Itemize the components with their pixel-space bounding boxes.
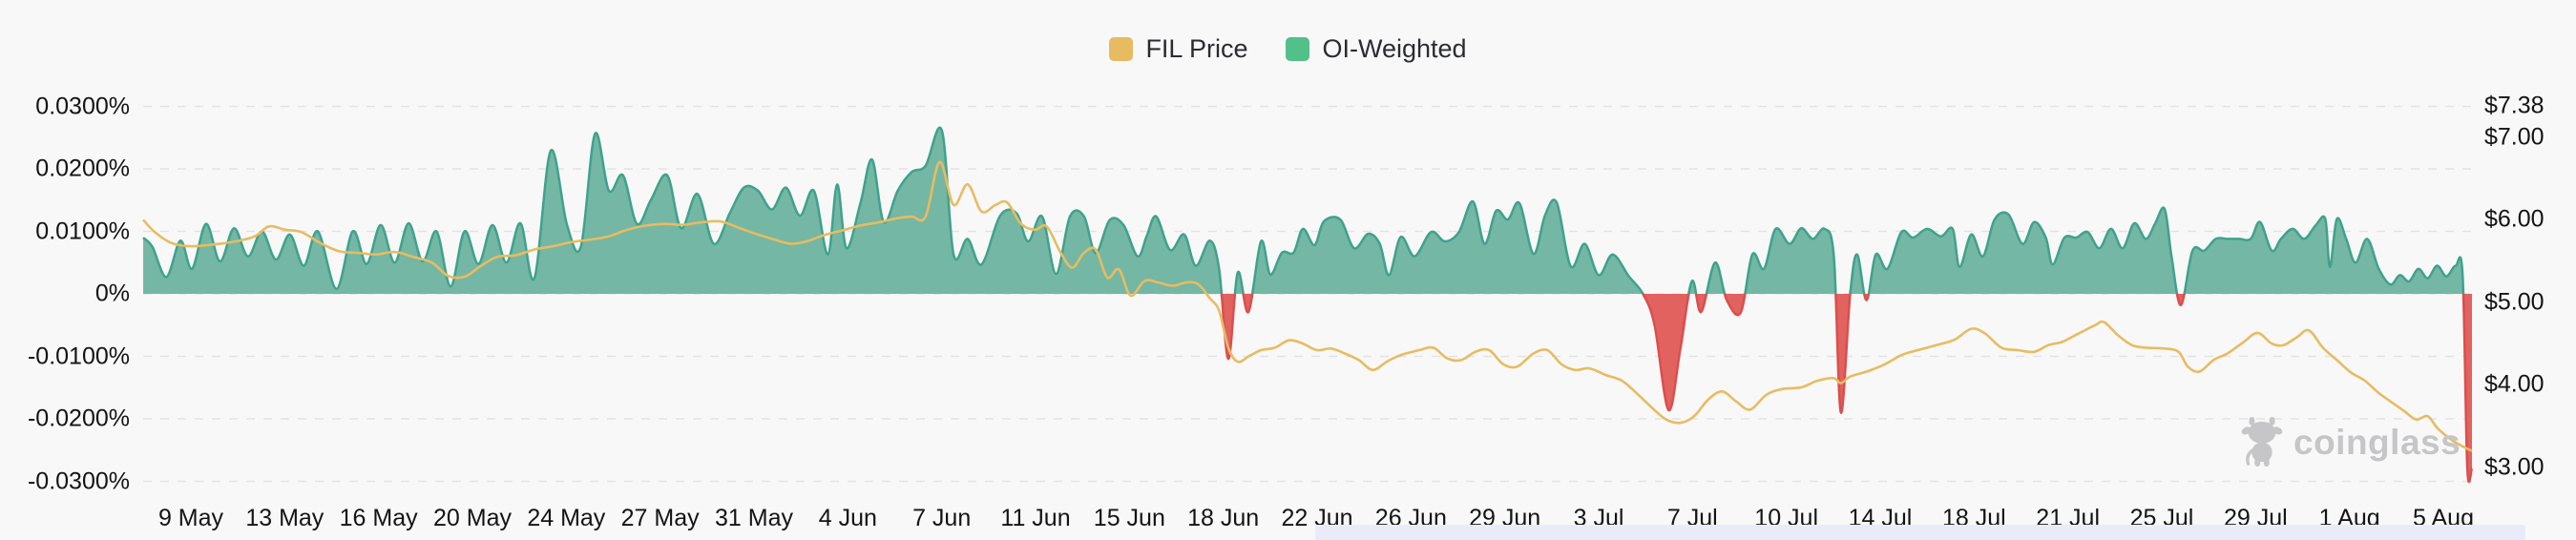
x-axis-label: 11 Jun [1000,505,1071,531]
x-axis-label: 20 May [433,505,512,531]
oi-weighted-edge-positive [142,126,2465,294]
y-axis-label-left: 0.0200% [35,155,130,182]
oi-weighted-area-positive [143,127,2472,294]
y-axis-label-right: $6.00 [2484,205,2545,233]
y-axis-label-left: -0.0300% [27,467,130,494]
x-axis-label: 18 Jun [1187,505,1260,531]
y-axis-label-left: 0.0300% [35,93,130,119]
x-axis-label: 9 May [157,505,224,531]
x-axis-label: 24 May [527,505,606,531]
chart-legend: FIL Price OI-Weighted [0,36,2576,62]
y-axis-label-left: -0.0200% [27,405,130,432]
y-axis-label-right: $7.00 [2484,123,2545,151]
x-axis-label: 4 Jun [818,505,877,531]
x-axis-label: 27 May [620,505,700,531]
horizontal-scrollbar-thumb[interactable] [1315,525,2525,540]
y-axis-label-right: $4.00 [2484,370,2545,398]
y-axis-label-left: 0% [94,280,130,307]
y-axis-label-left: 0.0100% [35,218,130,244]
oi-weighted-edge-negative [1220,294,2474,484]
y-axis-label-left: -0.0100% [27,343,130,369]
x-axis-label: 16 May [339,505,418,531]
y-axis-label-right: $5.00 [2484,288,2545,316]
x-axis-label: 7 Jun [912,505,972,531]
legend-label-fil-price: FIL Price [1145,34,1248,63]
x-axis-label: 13 May [245,505,325,531]
fil-price-line [142,160,2473,452]
oi-weighted-area-negative [143,294,2472,483]
legend-label-oi-weighted: OI-Weighted [1322,34,1467,63]
legend-item-oi-weighted[interactable]: OI-Weighted [1286,34,1467,63]
fil-price-swatch [1109,37,1134,61]
legend-item-fil-price[interactable]: FIL Price [1109,36,1247,62]
y-axis-label-right: $3.00 [2484,453,2545,481]
x-axis-label: 15 Jun [1093,505,1165,531]
x-axis-label: 31 May [715,505,793,531]
y-axis-label-right: $7.38 [2484,92,2545,119]
oi-weighted-swatch [1286,37,1310,61]
